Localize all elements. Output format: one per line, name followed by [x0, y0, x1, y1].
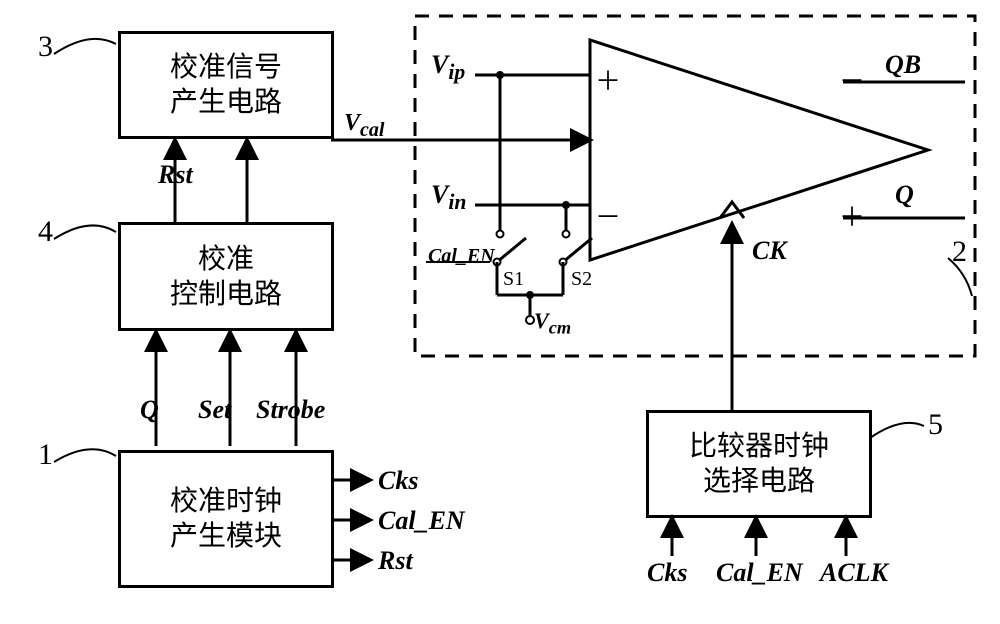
b3-line1: 校准信号 — [170, 52, 282, 83]
label-vip: Vip — [431, 50, 465, 85]
label-strobe: Strobe — [256, 395, 325, 425]
label-qb: QB — [885, 50, 921, 80]
label-calen-sw: Cal_EN — [428, 245, 495, 268]
label-vin: Vin — [431, 180, 466, 215]
num-5: 5 — [928, 408, 943, 442]
label-ck: CK — [752, 236, 787, 266]
num-1: 1 — [38, 438, 53, 472]
label-comparator: 比较器 — [708, 125, 792, 165]
num-2: 2 — [952, 235, 967, 269]
label-cks-out: Cks — [378, 466, 418, 496]
label-vcal: Vcal — [344, 110, 384, 142]
label-calen-out: Cal_EN — [378, 506, 465, 536]
svg-text:＋: ＋ — [839, 203, 865, 232]
b1-line2: 产生模块 — [170, 521, 282, 552]
svg-text:－: － — [595, 203, 621, 232]
label-s2: S2 — [571, 268, 592, 291]
block-comp-clock-sel: 比较器时钟 选择电路 — [646, 410, 872, 518]
b5-line1: 比较器时钟 — [689, 431, 829, 462]
svg-text:－: － — [839, 67, 865, 96]
num-4: 4 — [38, 215, 53, 249]
label-rst-out: Rst — [378, 546, 413, 576]
label-s1: S1 — [503, 268, 524, 291]
b4-line2: 控制电路 — [170, 279, 282, 310]
block-cal-clock-gen: 校准时钟 产生模块 — [118, 450, 334, 588]
b5-line2: 选择电路 — [703, 466, 815, 497]
label-q-to-b4: Q — [140, 395, 159, 425]
label-vcm: Vcm — [534, 308, 571, 338]
label-cks-in: Cks — [647, 558, 687, 588]
label-set: Set — [198, 395, 231, 425]
block-cal-control: 校准 控制电路 — [118, 222, 334, 331]
block-cal-signal-gen: 校准信号 产生电路 — [118, 31, 334, 139]
b1-line1: 校准时钟 — [170, 486, 282, 517]
label-rst-top: Rst — [158, 160, 193, 190]
svg-text:＋: ＋ — [595, 67, 621, 96]
b4-line1: 校准 — [198, 244, 254, 275]
b3-line2: 产生电路 — [170, 87, 282, 118]
diagram-canvas: 校准信号 产生电路 校准 控制电路 校准时钟 产生模块 比较器时钟 选择电路 3… — [0, 0, 1000, 624]
label-calen-in: Cal_EN — [716, 558, 803, 588]
label-q: Q — [895, 180, 914, 210]
num-3: 3 — [38, 30, 53, 64]
label-aclk-in: ACLK — [820, 558, 888, 588]
